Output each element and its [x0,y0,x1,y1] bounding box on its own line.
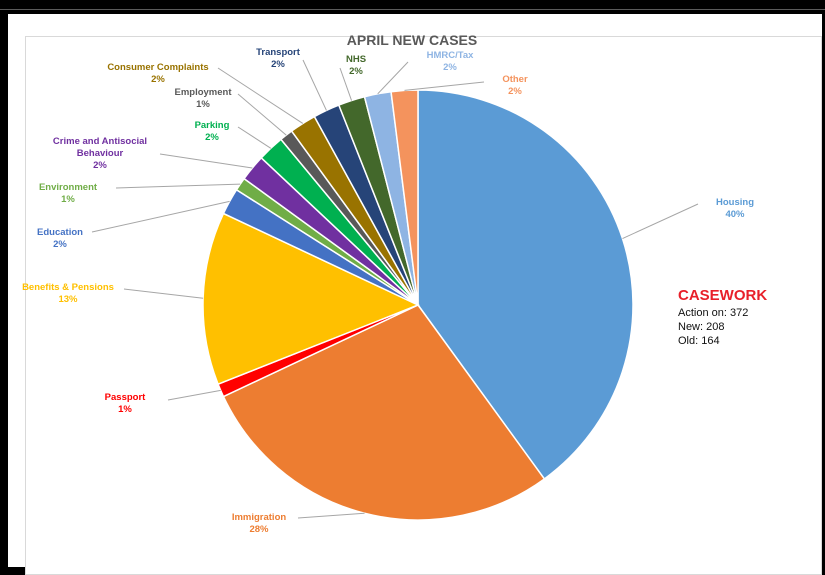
casework-title: CASEWORK [678,287,768,304]
slice-label: Crime and Antisocial Behaviour 2% [53,136,147,171]
leader-line [91,200,230,233]
casework-old: Old: 164 [678,335,720,347]
slice-percent: 2% [151,74,165,85]
slice-percent: 13% [58,294,78,305]
slice-percent: 2% [349,66,363,77]
pie-slices [202,89,634,521]
slice-label: Other 2% [502,74,528,97]
leader-lines [91,59,699,519]
slice-percent: 1% [196,99,210,110]
slice-label: Immigration 28% [232,512,287,535]
leader-line [377,61,409,95]
slice-label: Transport 2% [256,47,301,70]
slice-label: Consumer Complaints 2% [107,62,208,85]
slice-label: Environment 1% [39,182,98,205]
slice-label: Benefits & Pensions 13% [22,282,114,305]
pie-slice-other [390,89,419,306]
leader-line [622,203,699,240]
slice-label: Employment 1% [174,87,232,110]
slice-label: HMRC/Tax 2% [427,50,475,73]
leader-line [237,93,287,136]
slice-percent: 2% [443,62,457,73]
slice-labels: Housing 40% Immigration 28% Passport 1% Benefi… [22,47,754,535]
slice-label: Housing 40% [716,197,754,220]
casework-new: New: 208 [678,321,725,333]
slice-percent: 2% [93,160,107,171]
chart-title: APRIL NEW CASES [347,32,477,48]
slice-label: Education 2% [37,227,83,250]
leader-line [297,512,365,519]
leader-line [217,67,304,124]
pie-slice-housing [417,89,634,480]
slice-percent: 1% [61,194,75,205]
slice-percent: 40% [725,209,745,220]
casework-action-on: Action on: 372 [678,307,749,319]
leader-line [115,183,241,189]
leader-line [159,153,253,169]
slice-percent: 2% [205,132,219,143]
leader-line [339,67,353,101]
slice-percent: 2% [271,59,285,70]
leader-line [123,288,204,299]
leader-line [302,59,327,111]
slice-percent: 2% [53,239,67,250]
slice-percent: 28% [249,524,269,535]
slice-percent: 2% [508,86,522,97]
pie-slice-immigration [222,304,546,521]
slice-label: NHS 2% [346,54,366,77]
pie-slice-benefits-pensions [202,212,420,386]
slice-label: Parking 2% [195,120,230,143]
slice-label: Passport 1% [105,392,146,415]
leader-line [167,389,221,401]
top-bar [0,0,825,10]
casework-summary: CASEWORK Action on: 372 New: 208 Old: 16… [678,287,767,348]
leader-line [237,126,272,149]
leader-line [404,81,485,91]
slice-percent: 1% [118,404,132,415]
